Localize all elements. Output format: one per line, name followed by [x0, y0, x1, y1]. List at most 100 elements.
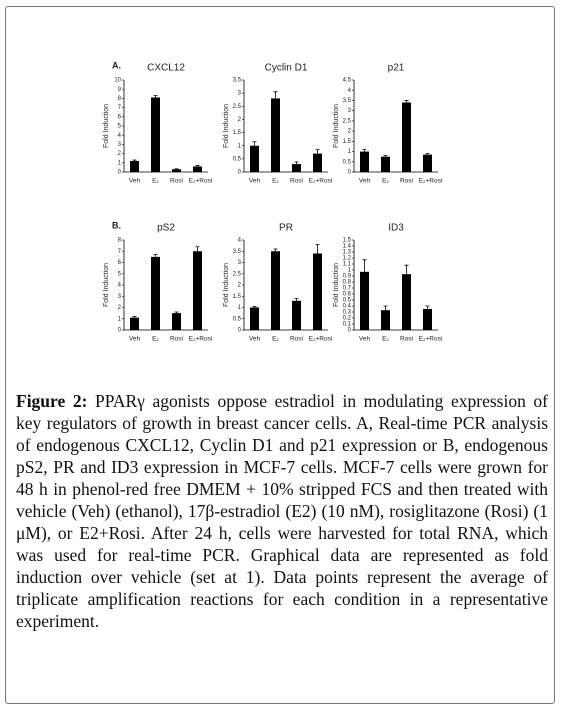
error-bar — [252, 141, 257, 146]
y-tick-label: 4 — [348, 88, 352, 94]
error-bar — [315, 244, 320, 254]
y-tick-label: 7 — [118, 249, 122, 255]
y-tick-label: 0 — [348, 328, 352, 334]
y-tick-label: 1.5 — [343, 139, 352, 145]
y-tick-label: 6 — [118, 260, 122, 266]
y-tick-label: 3.5 — [233, 78, 242, 84]
bar — [130, 160, 139, 172]
bar — [151, 97, 160, 172]
x-tick-label: E₂ — [382, 336, 389, 343]
bar — [172, 313, 181, 330]
x-tick-label: Rosi — [170, 178, 183, 185]
bar — [193, 166, 202, 172]
x-tick-label: Veh — [129, 336, 141, 343]
x-tick-label: Rosi — [290, 336, 303, 343]
bar — [402, 102, 411, 172]
y-tick-label: 0.5 — [343, 159, 352, 165]
y-tick-label: 1 — [118, 160, 122, 166]
y-tick-label: 1.2 — [343, 256, 352, 262]
y-axis-label: Fold Induction — [333, 263, 340, 307]
error-bar — [174, 311, 179, 314]
chart-title: PR — [279, 223, 293, 234]
bar — [271, 98, 280, 172]
y-tick-label: 5 — [118, 271, 122, 277]
error-bar — [273, 91, 278, 99]
figure-frame — [5, 6, 555, 704]
y-tick-label: 1 — [238, 305, 242, 311]
x-tick-label: E₂+Rosi — [189, 178, 213, 185]
y-tick-label: 8 — [118, 96, 122, 102]
x-tick-label: E₂ — [272, 178, 279, 185]
panel-label: A. — [112, 60, 121, 70]
x-tick-label: Rosi — [400, 336, 413, 343]
x-tick-label: Rosi — [170, 336, 183, 343]
y-tick-label: 0.2 — [343, 316, 352, 322]
y-tick-label: 8 — [118, 238, 122, 244]
y-tick-label: 2.5 — [343, 118, 352, 124]
bar — [360, 271, 369, 330]
y-axis-label: Fold Induction — [333, 104, 340, 148]
y-axis-label: Fold Induction — [223, 104, 230, 148]
y-tick-label: 0.3 — [343, 310, 352, 316]
y-tick-label: 4.5 — [343, 78, 352, 84]
error-bar — [404, 100, 409, 103]
bar — [402, 274, 411, 330]
y-tick-label: 3 — [348, 108, 352, 114]
y-tick-label: 2.5 — [233, 104, 242, 110]
bar — [250, 145, 259, 172]
error-bar — [252, 305, 257, 308]
y-tick-label: 2 — [348, 129, 352, 135]
x-tick-label: Veh — [129, 178, 141, 185]
x-tick-label: Veh — [359, 178, 371, 185]
caption-label: Figure 2: — [16, 391, 88, 411]
bar — [292, 164, 301, 172]
y-tick-label: 1.5 — [233, 294, 242, 300]
y-tick-label: 3 — [118, 142, 122, 148]
error-bar — [195, 246, 200, 252]
y-tick-label: 0.5 — [343, 298, 352, 304]
error-bar — [315, 149, 320, 154]
x-tick-label: E₂+Rosi — [419, 178, 443, 185]
y-tick-label: 3 — [118, 294, 122, 300]
y-tick-label: 7 — [118, 105, 122, 111]
y-tick-label: 10 — [114, 78, 121, 84]
error-bar — [404, 264, 409, 275]
bar — [151, 256, 160, 330]
chart-title: CXCL12 — [147, 63, 185, 74]
y-tick-label: 1.1 — [343, 262, 352, 268]
x-tick-label: E₂+Rosi — [309, 336, 333, 343]
y-tick-label: 3 — [238, 91, 242, 97]
y-tick-label: 2.5 — [233, 271, 242, 277]
error-bar — [425, 305, 430, 309]
y-tick-label: 1.4 — [343, 244, 352, 250]
bar — [423, 154, 432, 172]
bar — [130, 317, 139, 330]
y-axis-label: Fold Induction — [223, 263, 230, 307]
bar — [292, 300, 301, 330]
y-tick-label: 3.5 — [233, 249, 242, 255]
error-bar — [425, 153, 430, 155]
y-axis-label: Fold Induction — [103, 104, 110, 148]
panel-label: B. — [112, 220, 121, 230]
y-tick-label: 1 — [118, 316, 122, 322]
y-tick-label: 0 — [238, 170, 242, 176]
caption-text: PPARγ agonists oppose estradiol in modul… — [16, 391, 548, 631]
x-tick-label: Veh — [359, 336, 371, 343]
x-tick-label: E₂+Rosi — [309, 178, 333, 185]
y-tick-label: 2 — [118, 305, 122, 311]
bar — [271, 251, 280, 330]
y-tick-label: 0.5 — [233, 156, 242, 162]
error-bar — [153, 95, 158, 98]
y-tick-label: 1 — [348, 268, 352, 274]
chart-title: ID3 — [388, 223, 404, 234]
error-bar — [362, 259, 367, 272]
bar — [313, 153, 322, 172]
x-tick-label: Rosi — [290, 178, 303, 185]
y-tick-label: 3 — [238, 260, 242, 266]
error-bar — [294, 161, 299, 165]
y-tick-label: 0.6 — [343, 292, 352, 298]
y-tick-label: 1.5 — [343, 238, 352, 244]
y-tick-label: 0.1 — [343, 322, 352, 328]
y-tick-label: 1 — [348, 149, 352, 155]
